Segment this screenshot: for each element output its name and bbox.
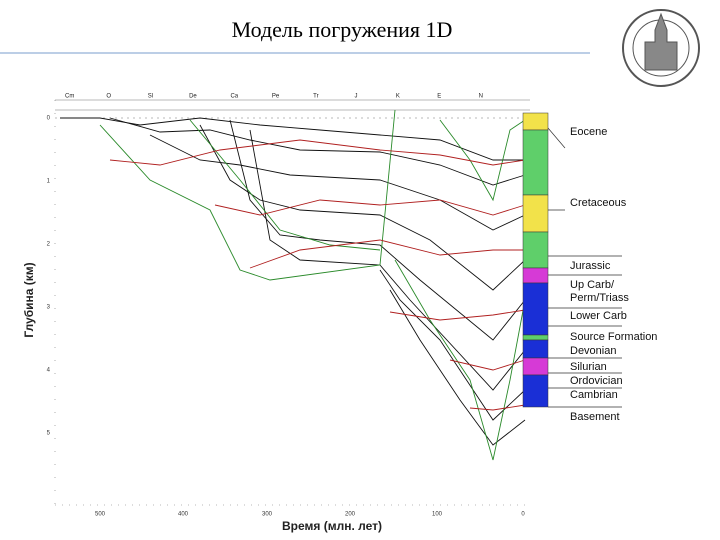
x-tick-label: 300 [262,512,273,518]
period-label: Cm [65,94,74,100]
x-tick-label: 500 [95,512,106,518]
y-tick-label: 0 [47,116,51,122]
legend-label: Ordovician [570,375,623,387]
period-label: Tr [313,94,318,100]
y-tick-label: 3 [47,305,51,311]
legend-label: Lower Carb [570,310,627,322]
y-tick-label: 2 [47,242,51,248]
slide-title: Модель погружения 1D [232,17,453,42]
period-label: Sl [148,94,153,100]
period-label: De [189,94,197,100]
legend-label: Silurian [570,361,607,373]
plot-frame [54,99,530,506]
legend-label: Eocene [570,126,607,138]
period-label: N [479,94,483,100]
x-tick-label: 0 [521,512,525,518]
legend-label: Cambrian [570,389,618,401]
period-label: K [396,94,400,100]
legend-label: Devonian [570,345,616,357]
legend-label: Jurassic [570,260,611,272]
legend-label: Perm/Triass [570,292,629,304]
burial-curves [60,109,526,461]
y-axis-label: Глубина (км) [22,262,36,337]
y-tick-label: 4 [47,368,51,374]
period-label: Ca [230,94,238,100]
legend-label: Cretaceous [570,197,627,209]
period-label: Pe [272,94,280,100]
strat-column [522,112,549,408]
period-label: E [437,94,441,100]
legend-leaders [547,127,622,408]
x-tick-label: 200 [345,512,356,518]
legend-label: Up Carb/ [570,279,615,291]
x-tick-label: 100 [432,512,443,518]
y-tick-label: 5 [47,431,51,437]
y-tick-label: 1 [47,179,51,185]
emblem [622,9,700,87]
x-tick-label: 400 [178,512,189,518]
legend-label: Basement [570,411,620,423]
period-label: J [355,94,358,100]
period-label: O [106,94,111,100]
legend-label: Source Formation [570,331,657,343]
x-axis-label: Время (млн. лет) [282,519,382,533]
